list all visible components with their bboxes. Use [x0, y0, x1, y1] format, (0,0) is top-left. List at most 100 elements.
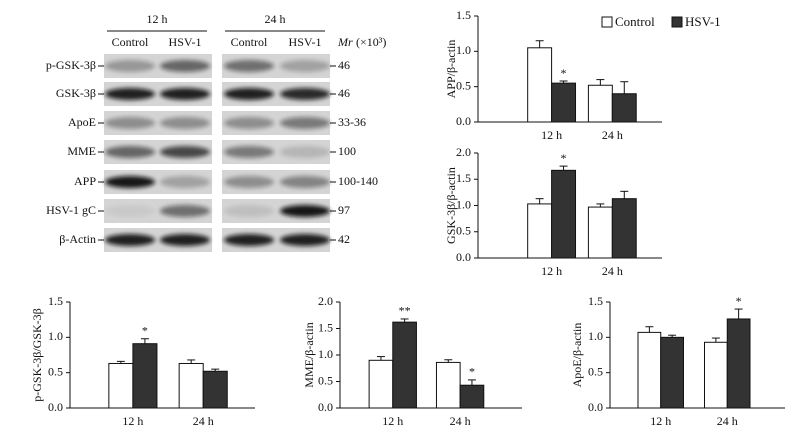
bar: [611, 198, 637, 259]
y-tick-label: 1.0: [48, 329, 63, 343]
bar: [108, 362, 134, 409]
row-label: p-GSK-3β: [46, 58, 96, 72]
blot-band: [280, 146, 330, 158]
blot-band: [160, 205, 210, 217]
significance: *: [142, 323, 148, 337]
y-axis-label: MME/β-actin: [302, 322, 316, 387]
y-axis-label: APP/β-actin: [444, 40, 458, 99]
blot-band: [280, 117, 330, 129]
lane-label: Control: [231, 35, 268, 49]
lane-label: HSV-1: [289, 35, 322, 49]
y-tick-label: 2.0: [456, 145, 471, 159]
blot-band: [160, 60, 210, 72]
row-label: HSV-1 gC: [46, 203, 96, 217]
significance: *: [561, 151, 567, 165]
blot-band: [224, 176, 274, 188]
bar: [587, 84, 613, 123]
blot-band: [280, 60, 330, 72]
significance: *: [561, 66, 567, 80]
blot-band: [105, 234, 155, 246]
blot-band: [160, 117, 210, 129]
mr-value: 100-140: [338, 174, 378, 188]
significance: **: [399, 304, 411, 318]
x-tick-label: 12 h: [650, 414, 671, 428]
blot-band: [160, 88, 210, 100]
bar: [527, 203, 553, 259]
mr-value: 100: [338, 144, 356, 158]
y-tick-label: 0.5: [318, 373, 333, 387]
y-tick-label: 1.0: [456, 43, 471, 57]
y-tick-label: 0.5: [456, 78, 471, 92]
y-tick-label: 1.5: [456, 8, 471, 22]
blot-band: [224, 146, 274, 158]
row-label: APP: [74, 174, 96, 188]
bar: [178, 362, 204, 409]
row-label: ApoE: [68, 115, 96, 129]
blot-band: [224, 60, 274, 72]
y-tick-label: 1.0: [588, 329, 603, 343]
bar: [726, 318, 751, 409]
blot-band: [105, 205, 155, 217]
bar: [132, 343, 158, 409]
row-label: MME: [67, 144, 96, 158]
legend-swatch: [671, 16, 683, 28]
mr-value: 33-36: [338, 115, 366, 129]
blot-band: [280, 205, 330, 217]
legend-swatch: [601, 16, 613, 28]
row-label: β-Actin: [59, 232, 96, 246]
bar: [435, 361, 461, 409]
blot-band: [280, 88, 330, 100]
significance: *: [736, 294, 742, 308]
legend-label: HSV-1: [685, 14, 721, 29]
blot-band: [280, 234, 330, 246]
y-tick-label: 1.5: [588, 294, 603, 308]
mr-value: 97: [338, 203, 350, 217]
blot-band: [105, 60, 155, 72]
y-tick-label: 0.0: [456, 114, 471, 128]
x-tick-label: 12 h: [541, 264, 562, 278]
x-tick-label: 24 h: [450, 414, 471, 428]
mr-unit: (×10³): [356, 35, 386, 49]
blot-band: [224, 88, 274, 100]
blot-band: [160, 176, 210, 188]
y-tick-label: 1.0: [318, 347, 333, 361]
bar: [551, 82, 577, 123]
bar: [704, 341, 728, 409]
lane-label: Control: [112, 35, 149, 49]
time-label: 24 h: [265, 12, 286, 26]
blot-band: [224, 234, 274, 246]
y-tick-label: 0.0: [48, 400, 63, 414]
x-tick-label: 12 h: [382, 414, 403, 428]
significance: *: [469, 365, 475, 379]
lane-label: HSV-1: [169, 35, 202, 49]
mr-symbol: Mr: [337, 35, 353, 49]
x-tick-label: 24 h: [602, 264, 623, 278]
mr-value: 46: [338, 58, 350, 72]
y-axis-label: GSK-3β/β-actin: [444, 167, 458, 244]
mr-value: 46: [338, 86, 350, 100]
y-tick-label: 2.0: [318, 294, 333, 308]
bar: [611, 93, 637, 123]
bar: [459, 384, 485, 409]
y-tick-label: 0.0: [456, 250, 471, 264]
blot-band: [160, 146, 210, 158]
y-tick-label: 0.5: [48, 364, 63, 378]
y-tick-label: 1.5: [456, 171, 471, 185]
y-tick-label: 1.0: [456, 197, 471, 211]
y-axis-label: ApoE/β-actin: [570, 323, 584, 388]
y-tick-label: 0.5: [456, 224, 471, 238]
bar: [637, 331, 662, 409]
y-tick-label: 0.0: [318, 400, 333, 414]
y-tick-label: 0.0: [588, 400, 603, 414]
bar: [660, 336, 684, 409]
bar: [551, 169, 577, 259]
x-tick-label: 12 h: [122, 414, 143, 428]
x-tick-label: 24 h: [193, 414, 214, 428]
blot-band: [280, 176, 330, 188]
mr-value: 42: [338, 232, 350, 246]
time-label: 12 h: [147, 12, 168, 26]
bar: [392, 321, 417, 409]
blot-band: [160, 234, 210, 246]
bar: [527, 47, 553, 123]
